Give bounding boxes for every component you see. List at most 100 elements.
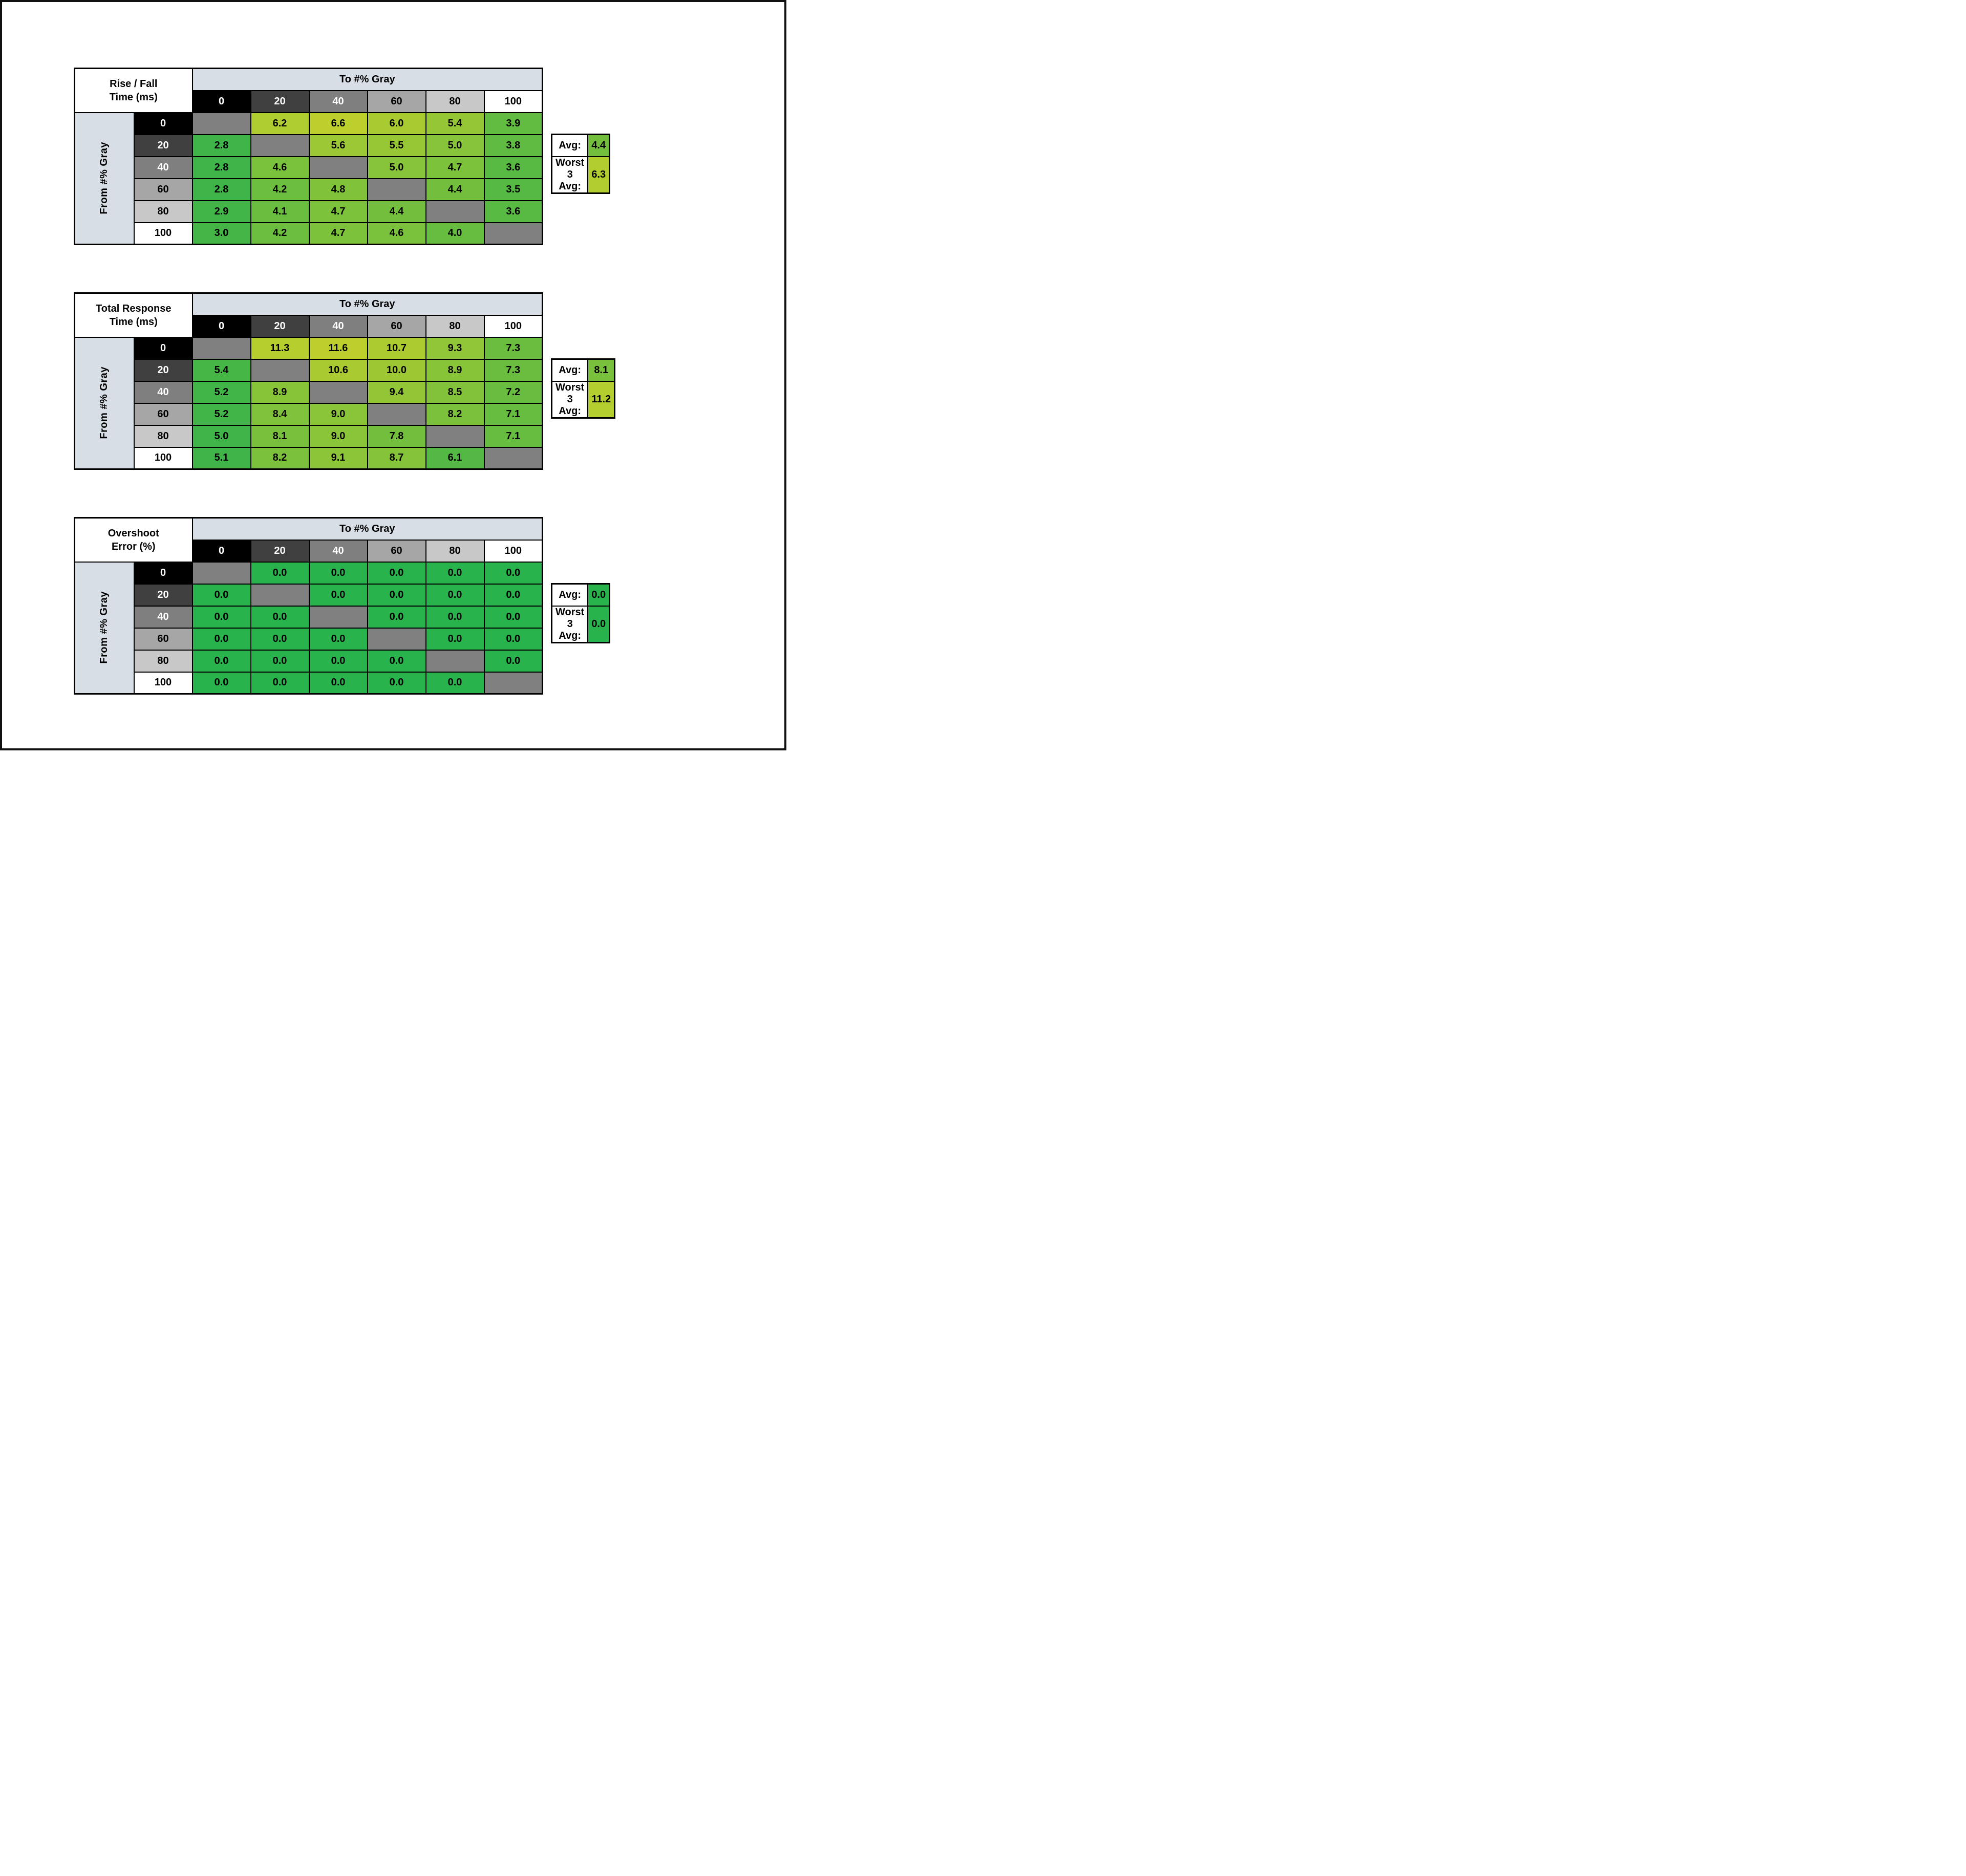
- heatmap-row: 100 3.0 4.2 4.7 4.6 4.0: [75, 222, 543, 245]
- value-cell: 3.0: [191, 222, 251, 245]
- value-cell: 0.0: [308, 561, 368, 585]
- heatmap-grid: Total Response Time (ms) To #% Gray 0 20 40 60…: [74, 292, 544, 470]
- avg-row-label: Avg:: [551, 358, 589, 382]
- value-cell: 5.5: [367, 134, 426, 157]
- col-header: 40: [308, 314, 368, 338]
- value-cell: 8.2: [250, 446, 310, 470]
- col-header: 20: [250, 90, 310, 113]
- summary-table: Avg: 4.4 Worst 3 Avg: 6.3: [551, 134, 611, 194]
- diagonal-cell: [483, 671, 543, 695]
- value-cell: 8.9: [425, 358, 485, 382]
- value-cell: 7.3: [483, 336, 543, 360]
- heatmap-row: 40 5.2 8.9 9.4 8.5 7.2: [75, 380, 543, 404]
- value-cell: 5.0: [367, 156, 426, 179]
- diagonal-cell: [250, 358, 310, 382]
- value-cell: 8.5: [425, 380, 485, 404]
- col-header: 80: [425, 539, 485, 563]
- value-cell: 9.3: [425, 336, 485, 360]
- row-header: 20: [133, 358, 193, 382]
- col-header: 20: [250, 314, 310, 338]
- value-cell: 4.1: [250, 200, 310, 223]
- heatmap-row: From #% Gray 0 11.3 11.6 10.7 9.3 7.3: [74, 336, 543, 470]
- worst3-row-value: 0.0: [587, 605, 610, 643]
- value-cell: 9.4: [367, 380, 426, 404]
- heatmap-row: 60 0.0 0.0 0.0 0.0 0.0: [75, 627, 543, 651]
- col-header: 100: [483, 90, 543, 113]
- diagonal-cell: [308, 380, 368, 404]
- col-header: 100: [483, 314, 543, 338]
- value-cell: 3.6: [483, 200, 543, 223]
- row-header: 20: [133, 134, 193, 157]
- value-cell: 4.6: [367, 222, 426, 245]
- row-header: 0: [133, 561, 193, 585]
- value-cell: 10.0: [367, 358, 426, 382]
- value-cell: 3.8: [483, 134, 543, 157]
- value-cell: 0.0: [250, 627, 310, 651]
- value-cell: 4.7: [425, 156, 485, 179]
- row-axis-label-text: From #% Gray: [98, 366, 110, 440]
- col-axis-label: To #% Gray: [191, 517, 543, 541]
- value-cell: 9.1: [308, 446, 368, 470]
- value-cell: 4.6: [250, 156, 310, 179]
- row-header: 60: [133, 178, 193, 201]
- diagonal-cell: [308, 605, 368, 629]
- row-header: 100: [133, 222, 193, 245]
- diagonal-cell: [483, 446, 543, 470]
- value-cell: 0.0: [191, 627, 251, 651]
- col-header: 60: [367, 539, 426, 563]
- diagonal-cell: [425, 424, 485, 448]
- page: Rise / Fall Time (ms) To #% Gray 0 20 40 60 80 1…: [0, 0, 786, 750]
- heatmap-row: 20 0.0 0.0 0.0 0.0 0.0: [75, 583, 543, 607]
- heatmap-row: 40 0.0 0.0 0.0 0.0 0.0: [75, 605, 543, 629]
- value-cell: 4.2: [250, 178, 310, 201]
- row-header: 0: [133, 112, 193, 135]
- diagonal-cell: [191, 112, 251, 135]
- value-cell: 0.0: [308, 627, 368, 651]
- diagonal-cell: [250, 134, 310, 157]
- value-cell: 0.0: [483, 561, 543, 585]
- value-cell: 5.2: [191, 380, 251, 404]
- table-title-line: Error (%): [111, 541, 156, 552]
- value-cell: 3.6: [483, 156, 543, 179]
- row-axis-label: From #% Gray: [74, 336, 135, 470]
- value-cell: 0.0: [425, 561, 485, 585]
- summary-panel: Avg: 4.4 Worst 3 Avg: 6.3: [551, 134, 611, 194]
- header-row-2: 0 20 40 60 80 100: [75, 314, 543, 338]
- diagonal-cell: [367, 402, 426, 426]
- row-axis-label: From #% Gray: [74, 112, 135, 245]
- value-cell: 8.7: [367, 446, 426, 470]
- avg-row-value: 8.1: [587, 358, 615, 382]
- heatmap-grid: Overshoot Error (%) To #% Gray 0 20 40 60 80 100…: [74, 517, 544, 695]
- worst3-row-label: Worst 3 Avg:: [551, 605, 589, 643]
- header-row-1: Overshoot Error (%) To #% Gray: [74, 517, 543, 563]
- diagonal-cell: [367, 627, 426, 651]
- value-cell: 2.9: [191, 200, 251, 223]
- diagonal-cell: [425, 649, 485, 673]
- value-cell: 0.0: [250, 605, 310, 629]
- row-header: 80: [133, 200, 193, 223]
- col-axis-label: To #% Gray: [191, 68, 543, 91]
- value-cell: 5.2: [191, 402, 251, 426]
- value-cell: 0.0: [250, 561, 310, 585]
- value-cell: 0.0: [367, 649, 426, 673]
- value-cell: 0.0: [425, 583, 485, 607]
- worst3-row-label: Worst 3 Avg:: [551, 380, 589, 418]
- value-cell: 11.6: [308, 336, 368, 360]
- row-header: 100: [133, 446, 193, 470]
- row-header: 60: [133, 627, 193, 651]
- row-axis-label-text: From #% Gray: [98, 591, 110, 664]
- value-cell: 11.3: [250, 336, 310, 360]
- value-cell: 8.2: [425, 402, 485, 426]
- value-cell: 8.1: [250, 424, 310, 448]
- col-header: 0: [191, 314, 251, 338]
- header-row-2: 0 20 40 60 80 100: [75, 539, 543, 563]
- table-title-line: Total Response: [96, 303, 172, 314]
- diagonal-cell: [308, 156, 368, 179]
- diagonal-cell: [367, 178, 426, 201]
- table-title-line: Time (ms): [109, 91, 158, 103]
- diagonal-cell: [483, 222, 543, 245]
- diagonal-cell: [250, 583, 310, 607]
- header-row-1: Rise / Fall Time (ms) To #% Gray: [74, 68, 543, 113]
- col-axis-label: To #% Gray: [191, 292, 543, 316]
- value-cell: 0.0: [308, 583, 368, 607]
